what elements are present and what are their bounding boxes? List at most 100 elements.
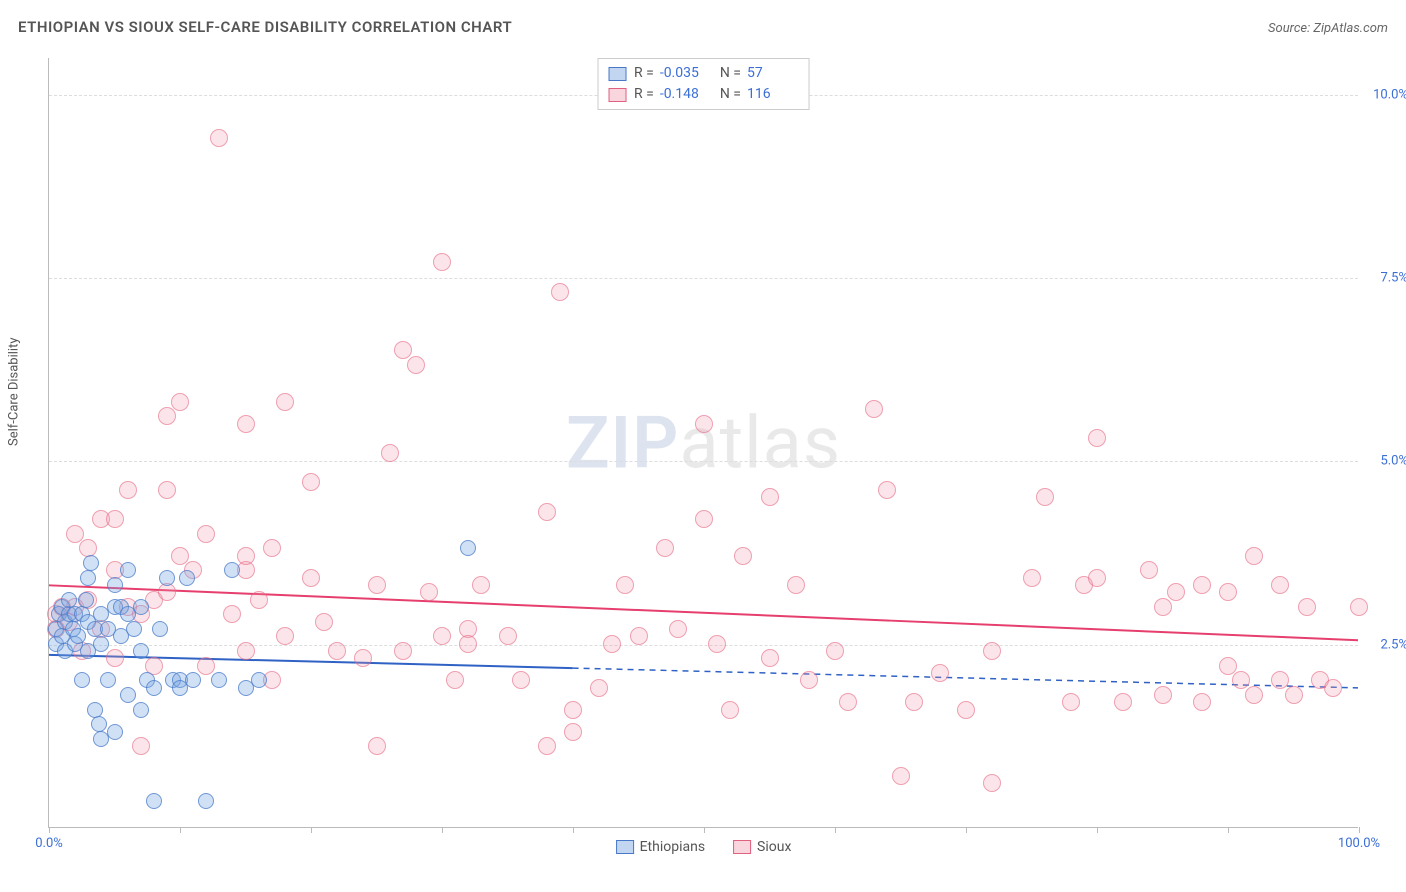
scatter-point-sioux: [328, 642, 346, 660]
legend-row: R = -0.148 N = 116: [608, 84, 799, 105]
scatter-point-ethiopians: [133, 599, 149, 615]
x-tick: [966, 827, 967, 833]
scatter-point-sioux: [1023, 569, 1041, 587]
scatter-point-sioux: [250, 591, 268, 609]
scatter-point-sioux: [171, 393, 189, 411]
scatter-point-ethiopians: [133, 702, 149, 718]
scatter-point-sioux: [302, 473, 320, 491]
scatter-point-sioux: [223, 605, 241, 623]
scatter-point-sioux: [237, 415, 255, 433]
legend-swatch-pink: [733, 840, 751, 854]
scatter-point-sioux: [1167, 583, 1185, 601]
scatter-point-sioux: [1245, 547, 1263, 565]
scatter-point-ethiopians: [133, 643, 149, 659]
scatter-point-ethiopians: [70, 628, 86, 644]
scatter-point-sioux: [538, 737, 556, 755]
x-tick: [835, 827, 836, 833]
scatter-point-sioux: [1271, 671, 1289, 689]
scatter-point-sioux: [1193, 576, 1211, 594]
scatter-point-ethiopians: [100, 672, 116, 688]
scatter-point-sioux: [420, 583, 438, 601]
scatter-point-ethiopians: [251, 672, 267, 688]
scatter-point-sioux: [630, 627, 648, 645]
scatter-point-sioux: [787, 576, 805, 594]
scatter-point-sioux: [237, 642, 255, 660]
scatter-point-sioux: [616, 576, 634, 594]
legend-swatch-blue: [608, 67, 626, 81]
watermark: ZIPatlas: [566, 400, 841, 485]
scatter-point-sioux: [695, 415, 713, 433]
scatter-point-sioux: [538, 503, 556, 521]
scatter-point-sioux: [603, 635, 621, 653]
scatter-point-sioux: [1219, 583, 1237, 601]
scatter-point-sioux: [276, 393, 294, 411]
scatter-point-sioux: [551, 283, 569, 301]
scatter-point-sioux: [1271, 576, 1289, 594]
scatter-point-sioux: [158, 583, 176, 601]
x-tick: [1359, 827, 1360, 833]
source-attribution: Source: ZipAtlas.com: [1268, 21, 1388, 36]
scatter-point-sioux: [931, 664, 949, 682]
scatter-point-sioux: [106, 510, 124, 528]
scatter-point-ethiopians: [80, 570, 96, 586]
scatter-point-sioux: [865, 400, 883, 418]
scatter-point-sioux: [499, 627, 517, 645]
scatter-point-sioux: [800, 671, 818, 689]
y-tick-label: 10.0%: [1364, 87, 1406, 102]
legend-swatch-blue: [616, 840, 634, 854]
scatter-point-sioux: [407, 356, 425, 374]
scatter-point-ethiopians: [211, 672, 227, 688]
scatter-point-sioux: [433, 627, 451, 645]
scatter-point-sioux: [957, 701, 975, 719]
scatter-point-ethiopians: [83, 555, 99, 571]
scatter-point-ethiopians: [91, 716, 107, 732]
scatter-point-sioux: [839, 693, 857, 711]
scatter-point-sioux: [1232, 671, 1250, 689]
scatter-point-ethiopians: [78, 592, 94, 608]
scatter-point-sioux: [354, 649, 372, 667]
scatter-point-sioux: [983, 642, 1001, 660]
scatter-point-ethiopians: [146, 680, 162, 696]
scatter-point-ethiopians: [152, 621, 168, 637]
scatter-point-ethiopians: [198, 793, 214, 809]
scatter-point-sioux: [302, 569, 320, 587]
scatter-point-sioux: [590, 679, 608, 697]
scatter-point-sioux: [721, 701, 739, 719]
y-tick-label: 5.0%: [1364, 454, 1406, 469]
scatter-point-ethiopians: [61, 592, 77, 608]
legend-swatch-pink: [608, 88, 626, 102]
scatter-point-sioux: [1285, 686, 1303, 704]
scatter-point-sioux: [656, 539, 674, 557]
scatter-point-ethiopians: [120, 562, 136, 578]
scatter-point-ethiopians: [146, 793, 162, 809]
scatter-point-ethiopians: [74, 672, 90, 688]
scatter-point-sioux: [197, 525, 215, 543]
scatter-point-sioux: [315, 613, 333, 631]
x-tick-label: 0.0%: [35, 836, 63, 851]
scatter-point-sioux: [433, 253, 451, 271]
y-tick-label: 2.5%: [1364, 637, 1406, 652]
scatter-point-sioux: [66, 525, 84, 543]
scatter-point-ethiopians: [87, 702, 103, 718]
x-tick: [704, 827, 705, 833]
scatter-point-sioux: [459, 635, 477, 653]
scatter-point-sioux: [1298, 598, 1316, 616]
scatter-point-sioux: [276, 627, 294, 645]
scatter-point-sioux: [158, 481, 176, 499]
scatter-point-ethiopians: [93, 636, 109, 652]
scatter-point-ethiopians: [107, 724, 123, 740]
series-legend: Ethiopians Sioux: [616, 839, 792, 855]
scatter-point-sioux: [119, 481, 137, 499]
scatter-point-sioux: [368, 576, 386, 594]
scatter-point-sioux: [132, 737, 150, 755]
scatter-point-sioux: [669, 620, 687, 638]
legend-row: R = -0.035 N = 57: [608, 63, 799, 84]
scatter-point-sioux: [826, 642, 844, 660]
scatter-point-sioux: [564, 723, 582, 741]
scatter-point-sioux: [381, 444, 399, 462]
scatter-point-sioux: [1324, 679, 1342, 697]
scatter-point-sioux: [171, 547, 189, 565]
scatter-point-sioux: [1219, 657, 1237, 675]
scatter-point-sioux: [158, 407, 176, 425]
scatter-point-sioux: [446, 671, 464, 689]
